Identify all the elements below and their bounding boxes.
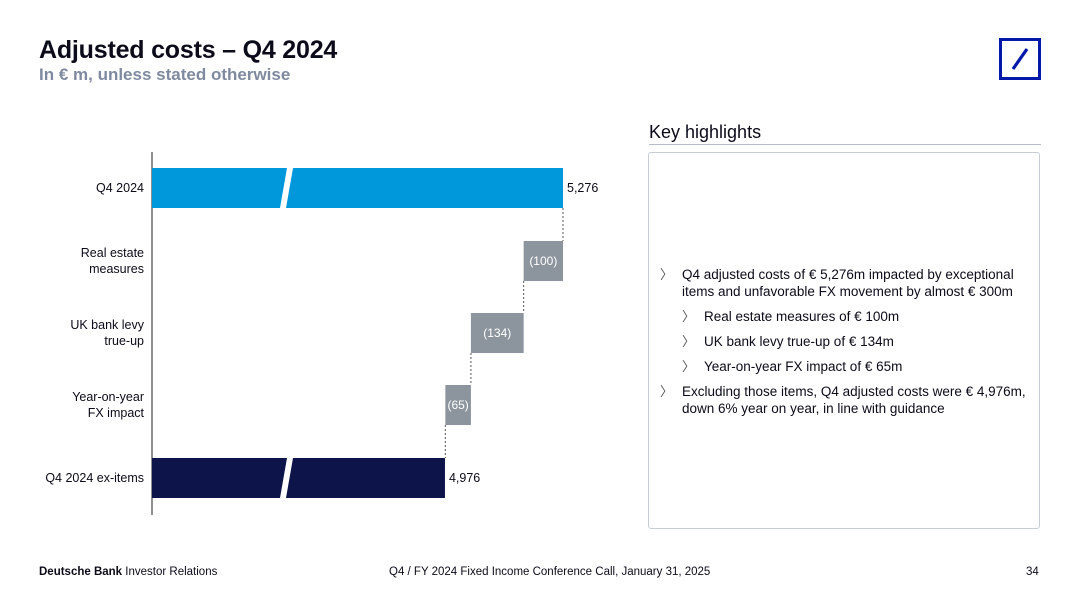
value-label-4: 4,976	[449, 471, 480, 485]
chevron-right-icon: 〉	[660, 267, 674, 282]
axis-break-mark-4	[280, 458, 293, 498]
key-highlights-list: 〉 Q4 adjusted costs of € 5,276m impacted …	[660, 266, 1032, 417]
page-title: Adjusted costs – Q4 2024	[39, 36, 338, 64]
value-label-0: 5,276	[567, 181, 598, 195]
logo-slash-icon	[1011, 48, 1029, 70]
highlight-item: 〉 UK bank levy true-up of € 134m	[660, 333, 1032, 350]
value-label-3: (65)	[447, 398, 468, 412]
category-label-line: Q4 2024 ex-items	[45, 471, 144, 485]
highlight-text: Real estate measures of € 100m	[704, 309, 900, 324]
category-label-line: UK bank levy	[70, 318, 144, 332]
category-label-1: Real estate measures	[81, 246, 144, 276]
value-label-1: (100)	[529, 254, 557, 268]
highlight-text: Q4 adjusted costs of € 5,276m impacted b…	[682, 267, 1014, 299]
bar-2	[470, 313, 524, 353]
category-label-3: Year-on-year FX impact	[72, 390, 144, 420]
category-label-line: measures	[89, 262, 144, 276]
highlight-text: Year-on-year FX impact of € 65m	[704, 359, 903, 374]
category-label-line: Real estate	[81, 246, 144, 260]
bar-4	[152, 458, 445, 498]
footer-event: Q4 / FY 2024 Fixed Income Conference Cal…	[389, 566, 711, 578]
key-highlights-title: Key highlights	[649, 122, 762, 142]
page-number: 34	[1026, 566, 1039, 578]
highlight-item: 〉 Year-on-year FX impact of € 65m	[660, 358, 1032, 375]
page-subtitle: In € m, unless stated otherwise	[39, 65, 291, 84]
key-highlights-divider	[649, 144, 1041, 145]
chevron-right-icon: 〉	[660, 384, 674, 399]
category-label-line: FX impact	[88, 406, 145, 420]
chevron-right-icon: 〉	[682, 359, 696, 374]
highlight-item: 〉 Real estate measures of € 100m	[660, 308, 1032, 325]
bar-1	[523, 241, 563, 281]
adjusted-costs-waterfall-chart: 5,276 Q4 2024 (100) Real estate measures (134…	[45, 152, 598, 515]
key-highlights-panel	[648, 152, 1040, 529]
axis-break-mark-0	[280, 168, 293, 208]
category-label-line: Year-on-year	[72, 390, 144, 404]
footer-brand-suffix: Investor Relations	[125, 566, 218, 578]
highlight-text: UK bank levy true-up of € 134m	[704, 334, 894, 349]
category-label-4: Q4 2024 ex-items	[45, 471, 144, 485]
deutsche-bank-logo-icon	[999, 38, 1041, 80]
value-label-2: (134)	[483, 326, 511, 340]
chevron-right-icon: 〉	[682, 334, 696, 349]
category-label-0: Q4 2024	[96, 181, 144, 195]
footer-brand: Deutsche Bank Investor Relations	[39, 566, 217, 578]
bar-3	[445, 385, 471, 425]
highlight-text: Excluding those items, Q4 adjusted costs…	[682, 384, 1026, 416]
highlight-item: 〉 Q4 adjusted costs of € 5,276m impacted …	[660, 266, 1032, 300]
category-label-line: true-up	[104, 334, 144, 348]
highlight-item: 〉 Excluding those items, Q4 adjusted cost…	[660, 383, 1032, 417]
bar-0	[152, 168, 563, 208]
category-label-2: UK bank levy true-up	[70, 318, 144, 348]
category-label-line: Q4 2024	[96, 181, 144, 195]
chevron-right-icon: 〉	[682, 309, 696, 324]
footer-brand-name: Deutsche Bank	[39, 566, 123, 578]
